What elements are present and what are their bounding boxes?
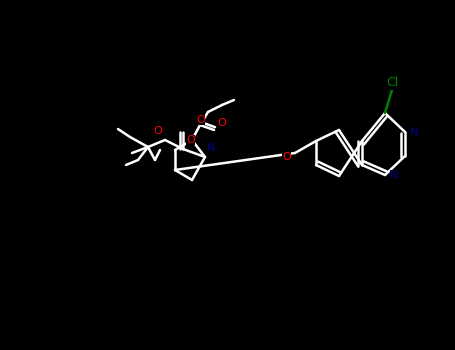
Text: O: O [217, 118, 226, 128]
Text: Cl: Cl [386, 77, 398, 90]
Text: N: N [390, 170, 399, 180]
Text: O: O [153, 126, 162, 136]
Text: N: N [410, 127, 419, 137]
Text: O: O [282, 152, 291, 162]
Text: N: N [207, 143, 215, 153]
Text: O: O [186, 135, 195, 145]
Text: O: O [196, 115, 205, 125]
